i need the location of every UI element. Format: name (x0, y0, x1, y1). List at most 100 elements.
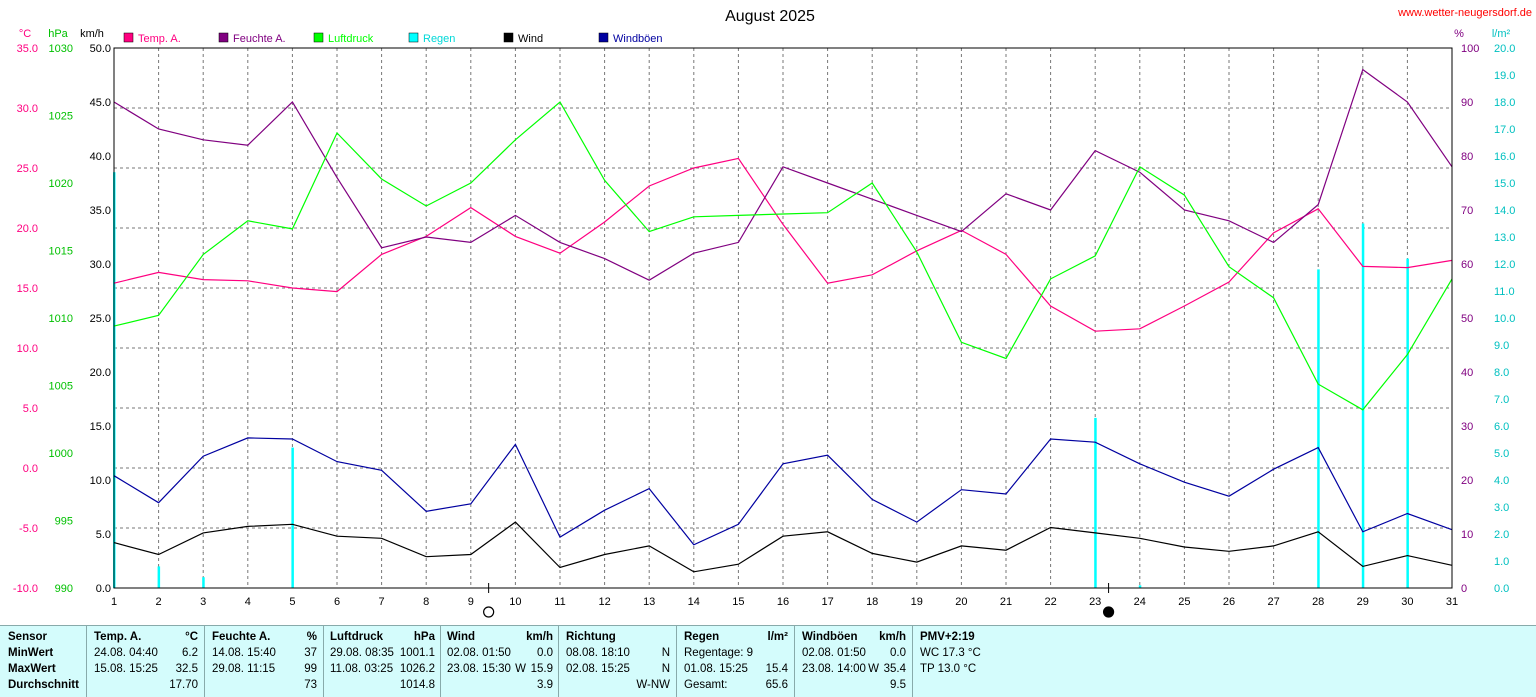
humidity-max-date: 29.08. 11:15 (212, 663, 276, 675)
temp-axis-tick: 30.0 (17, 103, 38, 115)
gust-min-value: 0.0 (890, 647, 906, 659)
x-tick: 3 (200, 596, 206, 608)
rain-bars (113, 172, 1409, 588)
x-tick: 29 (1357, 596, 1369, 608)
x-tick: 12 (598, 596, 610, 608)
gust-min-date: 02.08. 01:50 (802, 647, 866, 659)
temp-min-value: 6.2 (182, 647, 198, 659)
series-line (113, 437, 1453, 546)
humidity-axis-tick: 10 (1461, 529, 1473, 541)
x-tick: 8 (423, 596, 429, 608)
legend-label: Feuchte A. (233, 33, 286, 45)
legend-label: Temp. A. (138, 33, 181, 45)
wind-max-dir: W (515, 663, 526, 675)
temp-axis-tick: -5.0 (19, 523, 38, 535)
rain-bar (291, 447, 294, 588)
wind-min-date: 02.08. 01:50 (447, 647, 511, 659)
humidity-axis-tick: 90 (1461, 97, 1473, 109)
wind-axis-tick: 20.0 (90, 367, 111, 379)
pressure-axis-tick: 1020 (49, 178, 73, 190)
series-lines (113, 68, 1453, 573)
rain-axis-tick: 8.0 (1494, 367, 1509, 379)
x-tick: 27 (1267, 596, 1279, 608)
pressure-unit: hPa (413, 631, 435, 643)
x-tick: 10 (509, 596, 521, 608)
pressure-max-date: 11.08. 03:25 (330, 663, 394, 675)
stats-pmv: PMV+2:19 WC 17.3 °C TP 13.0 °C (913, 626, 1535, 697)
humidity-axis-tick: 100 (1461, 43, 1479, 55)
legend-swatch (123, 32, 134, 43)
wind-max-date: 23.08. 15:30 (447, 663, 511, 675)
x-tick: 11 (554, 596, 565, 608)
sensor-title: Sensor (8, 631, 47, 643)
rain-axis-tick: 19.0 (1494, 70, 1515, 82)
pressure-title: Luftdruck (330, 631, 384, 643)
humidity-min-date: 14.08. 15:40 (212, 647, 276, 659)
humidity-axis-tick: 60 (1461, 259, 1473, 271)
x-tick: 5 (289, 596, 295, 608)
rain-axis-tick: 5.0 (1494, 448, 1509, 460)
row-label-max: MaxWert (8, 663, 56, 675)
wind-axis-tick: 45.0 (90, 97, 111, 109)
temp-max-date: 15.08. 15:25 (94, 663, 158, 675)
series-line (113, 521, 1453, 573)
x-tick: 28 (1312, 596, 1324, 608)
temp-axis-tick: -10.0 (13, 583, 38, 595)
chart-grid (113, 48, 1453, 588)
x-tick: 19 (911, 596, 923, 608)
stats-direction: Richtung 08.08. 18:10 N 02.08. 15:25 N W-N… (559, 626, 677, 697)
temp-axis-tick: 15.0 (17, 283, 38, 295)
rain-total-value: 65.6 (765, 679, 788, 691)
gust-max-value: 35.4 (883, 663, 906, 675)
statistics-panel: Sensor MinWert MaxWert Durchschnitt Temp… (0, 625, 1536, 697)
gust-title: Windböen (802, 631, 858, 643)
x-tick: 24 (1134, 596, 1146, 608)
rain-bar (157, 566, 161, 588)
rain-axis-tick: 2.0 (1494, 529, 1509, 541)
rain-axis-tick: 14.0 (1494, 205, 1515, 217)
temp-title: Temp. A. (94, 631, 142, 643)
stats-rain: Regen l/m² Regentage: 9 01.08. 15:25 15.4 … (677, 626, 795, 697)
humidity-axis-tick: 40 (1461, 367, 1473, 379)
wind-unit-label: km/h (80, 28, 104, 40)
pressure-min-value: 1001.1 (399, 647, 435, 659)
wind-axis-tick: 40.0 (90, 151, 111, 163)
wind-avg: 3.9 (537, 679, 553, 691)
rain-axis-tick: 15.0 (1494, 178, 1515, 190)
rain-bar (202, 577, 205, 588)
temp-axis-tick: 20.0 (17, 223, 38, 235)
rain-axis-tick: 7.0 (1494, 394, 1509, 406)
rain-unit: l/m² (767, 631, 788, 643)
legend-label: Wind (518, 33, 543, 45)
humidity-min-value: 37 (304, 647, 317, 659)
wind-axis-tick: 15.0 (90, 421, 111, 433)
direction-min-value: N (661, 647, 670, 659)
x-tick: 1 (111, 596, 117, 608)
rain-max-value: 15.4 (765, 663, 788, 675)
temp-unit: °C (185, 631, 198, 643)
moon-phases (483, 583, 1115, 618)
humidity-axis-tick: 50 (1461, 313, 1473, 325)
rain-axis-tick: 1.0 (1494, 556, 1509, 568)
x-tick: 16 (777, 596, 789, 608)
stats-temp: Temp. A. °C 24.08. 04:40 6.2 15.08. 15:25 3… (87, 626, 205, 697)
legend-swatch (408, 32, 419, 43)
rain-total-label: Gesamt: (684, 679, 728, 691)
wind-axis-tick: 10.0 (90, 475, 111, 487)
series-line (113, 157, 1453, 332)
x-tick: 22 (1044, 596, 1056, 608)
rain-bar (1361, 223, 1365, 588)
wind-min-value: 0.0 (537, 647, 553, 659)
weather-chart: August 2025 www.wetter-neugersdorf.de °C… (13, 7, 1532, 618)
x-tick: 4 (245, 596, 251, 608)
rain-bar (1406, 258, 1409, 588)
site-url[interactable]: www.wetter-neugersdorf.de (1397, 7, 1532, 19)
direction-title: Richtung (566, 631, 616, 643)
gust-max-date: 23.08. 14:00 (802, 663, 866, 675)
humidity-axis-tick: 80 (1461, 151, 1473, 163)
row-label-min: MinWert (8, 647, 54, 659)
stats-gust: Windböen km/h 02.08. 01:50 0.0 23.08. 14:0… (795, 626, 913, 697)
wind-axis-tick: 30.0 (90, 259, 111, 271)
direction-max-value: N (661, 663, 670, 675)
series-line (113, 68, 1453, 281)
